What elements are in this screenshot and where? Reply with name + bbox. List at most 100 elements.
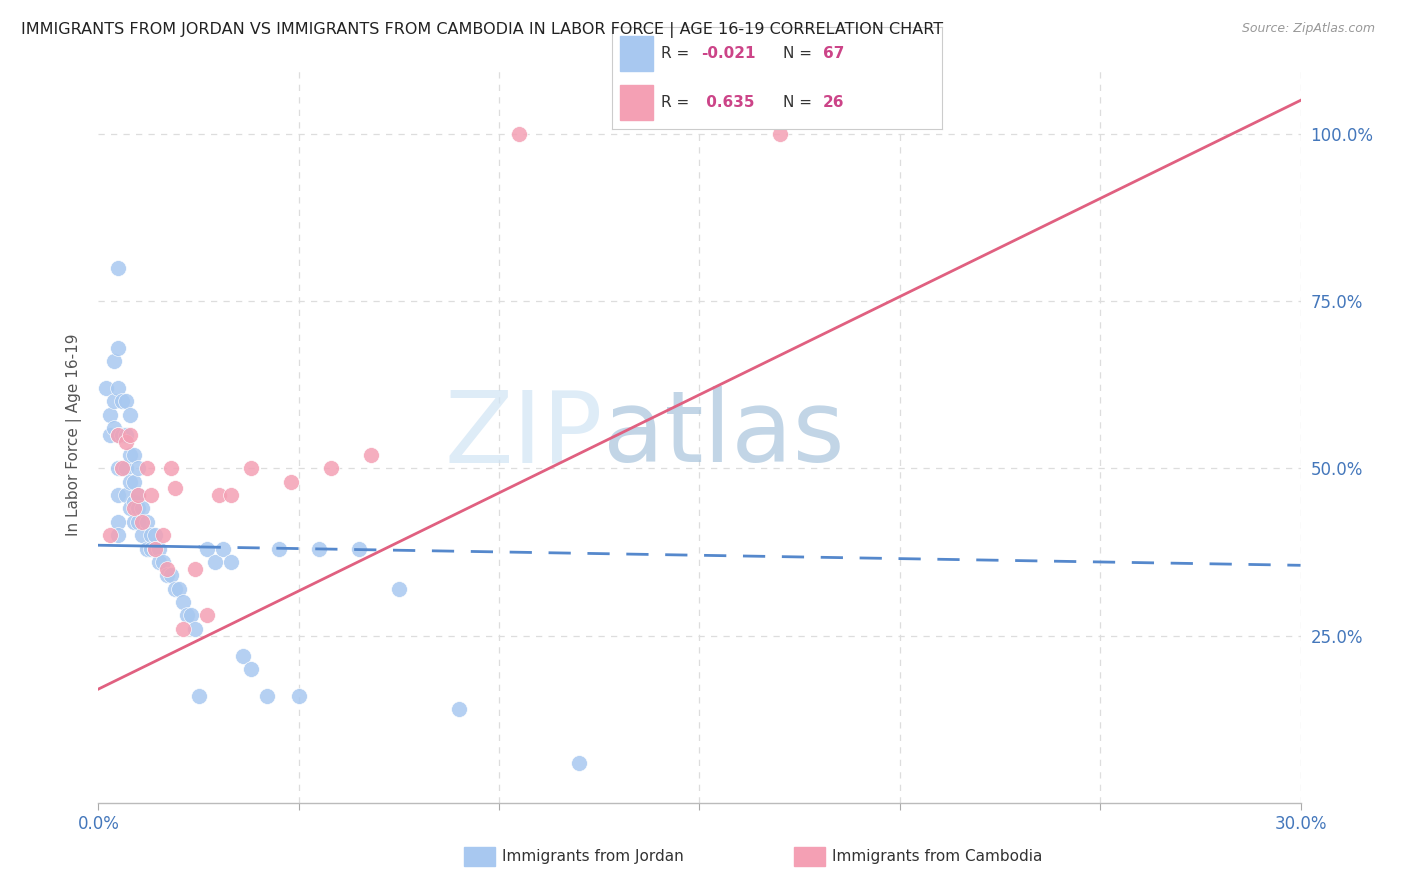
Point — [107, 428, 129, 442]
Point — [508, 127, 530, 141]
Text: R =: R = — [661, 95, 695, 111]
Point — [107, 461, 129, 475]
Point — [347, 541, 370, 556]
Point — [183, 562, 205, 576]
Point — [128, 461, 150, 475]
Y-axis label: In Labor Force | Age 16-19: In Labor Force | Age 16-19 — [66, 334, 82, 536]
Point — [120, 448, 142, 462]
Point — [115, 488, 138, 502]
Point — [388, 582, 411, 596]
Point — [111, 394, 134, 409]
Point — [211, 541, 233, 556]
FancyBboxPatch shape — [620, 36, 652, 70]
Point — [239, 461, 262, 475]
Point — [172, 622, 194, 636]
Point — [111, 461, 134, 475]
Point — [163, 582, 186, 596]
Point — [111, 428, 134, 442]
Point — [120, 408, 142, 422]
Point — [447, 702, 470, 716]
Point — [219, 488, 242, 502]
Point — [103, 421, 125, 435]
Point — [308, 541, 330, 556]
Point — [139, 488, 162, 502]
Point — [100, 408, 122, 422]
Point — [115, 428, 138, 442]
Point — [107, 341, 129, 355]
Text: atlas: atlas — [603, 386, 845, 483]
Point — [115, 394, 138, 409]
Point — [176, 608, 198, 623]
Point — [204, 555, 226, 569]
Point — [107, 381, 129, 395]
Point — [124, 495, 146, 509]
Text: Source: ZipAtlas.com: Source: ZipAtlas.com — [1241, 22, 1375, 36]
Point — [167, 582, 190, 596]
Text: N =: N = — [783, 45, 817, 61]
Point — [135, 541, 157, 556]
Point — [256, 689, 278, 703]
Point — [128, 488, 150, 502]
Point — [239, 662, 262, 676]
Point — [100, 528, 122, 542]
Text: R =: R = — [661, 45, 695, 61]
Point — [124, 501, 146, 516]
Text: N =: N = — [783, 95, 817, 111]
Point — [120, 475, 142, 489]
Point — [180, 608, 202, 623]
Text: ZIP: ZIP — [444, 386, 603, 483]
Point — [128, 501, 150, 516]
Point — [139, 541, 162, 556]
Point — [195, 541, 218, 556]
Point — [152, 555, 174, 569]
Point — [195, 608, 218, 623]
Point — [115, 434, 138, 449]
Point — [155, 568, 177, 582]
Point — [159, 568, 181, 582]
Text: IMMIGRANTS FROM JORDAN VS IMMIGRANTS FROM CAMBODIA IN LABOR FORCE | AGE 16-19 CO: IMMIGRANTS FROM JORDAN VS IMMIGRANTS FRO… — [21, 22, 943, 38]
Point — [232, 648, 254, 663]
Text: 0.635: 0.635 — [700, 95, 755, 111]
Point — [107, 488, 129, 502]
Point — [143, 528, 166, 542]
FancyBboxPatch shape — [620, 86, 652, 120]
Point — [183, 622, 205, 636]
Point — [103, 354, 125, 368]
Point — [107, 428, 129, 442]
Point — [135, 461, 157, 475]
Point — [131, 501, 153, 516]
Point — [128, 515, 150, 529]
Point — [135, 515, 157, 529]
Text: 67: 67 — [823, 45, 845, 61]
Point — [360, 448, 382, 462]
Point — [152, 528, 174, 542]
Point — [267, 541, 290, 556]
Point — [103, 394, 125, 409]
Text: 26: 26 — [823, 95, 845, 111]
Point — [143, 541, 166, 556]
Point — [208, 488, 231, 502]
Point — [131, 528, 153, 542]
Point — [139, 528, 162, 542]
Text: Immigrants from Cambodia: Immigrants from Cambodia — [832, 849, 1043, 863]
Point — [128, 488, 150, 502]
Point — [100, 428, 122, 442]
Point — [111, 461, 134, 475]
Point — [568, 756, 591, 770]
Point — [96, 381, 118, 395]
Point — [148, 541, 170, 556]
Point — [107, 528, 129, 542]
Point — [319, 461, 342, 475]
Point — [280, 475, 302, 489]
Point — [120, 428, 142, 442]
Point — [148, 555, 170, 569]
Point — [163, 482, 186, 496]
Point — [219, 555, 242, 569]
Point — [769, 127, 792, 141]
Point — [124, 475, 146, 489]
Point — [288, 689, 311, 703]
Point — [124, 515, 146, 529]
Point — [143, 541, 166, 556]
Point — [155, 562, 177, 576]
Text: Immigrants from Jordan: Immigrants from Jordan — [502, 849, 683, 863]
